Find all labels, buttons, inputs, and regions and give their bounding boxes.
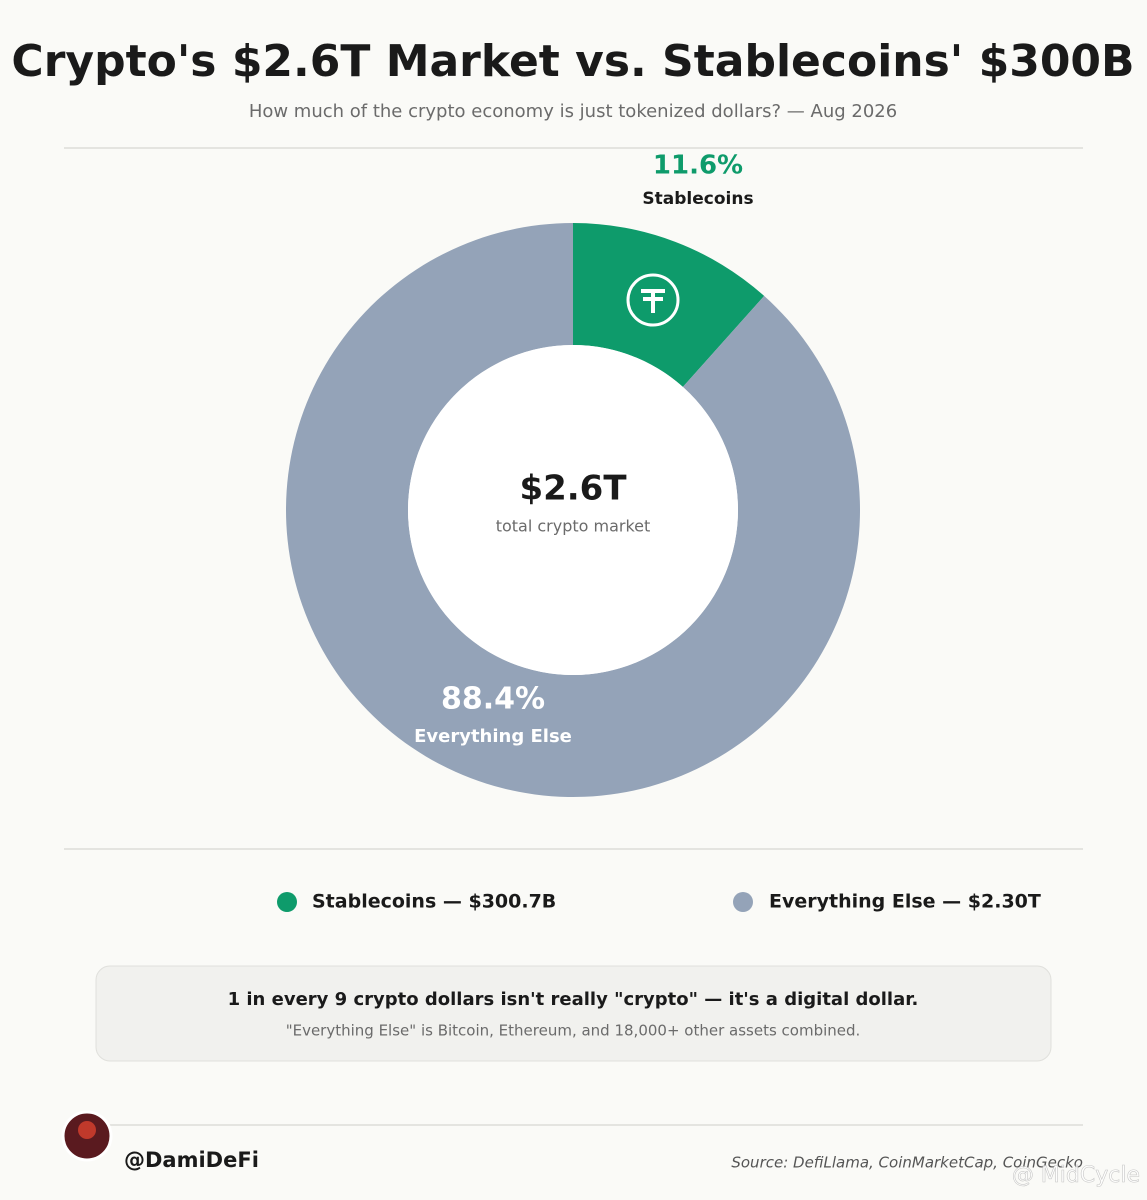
watermark: @ MidCycle xyxy=(1012,1163,1140,1188)
chart-title: Crypto's $2.6T Market vs. Stablecoins' $… xyxy=(11,36,1134,87)
legend-label: Everything Else — $2.30T xyxy=(769,891,1041,913)
legend-label: Stablecoins — $300.7B xyxy=(312,891,556,913)
callout-headline: 1 in every 9 crypto dollars isn't really… xyxy=(228,989,919,1010)
donut-slice xyxy=(285,223,860,798)
handle: @DamiDeFi xyxy=(124,1148,259,1172)
legend-swatch xyxy=(277,892,297,912)
avatar-detail xyxy=(78,1121,96,1139)
center-label: total crypto market xyxy=(496,517,651,536)
donut-hole xyxy=(408,345,738,675)
value-label: 88.4% xyxy=(441,682,545,717)
chart-subtitle: How much of the crypto economy is just t… xyxy=(249,101,897,122)
center-value: $2.6T xyxy=(519,469,627,509)
slice-label: Everything Else xyxy=(414,726,572,747)
slice-label: Stablecoins xyxy=(642,189,753,209)
source: Source: DefiLlama, CoinMarketCap, CoinGe… xyxy=(731,1154,1083,1172)
icon-ring xyxy=(626,273,680,327)
donut xyxy=(285,223,860,798)
value-label: 11.6% xyxy=(653,151,743,181)
callout-box xyxy=(95,965,1052,1062)
legend-swatch xyxy=(733,892,753,912)
tether-icon xyxy=(626,273,680,327)
icon-glyph xyxy=(641,289,665,313)
donut-slice xyxy=(573,223,765,387)
callout-note: "Everything Else" is Bitcoin, Ethereum, … xyxy=(286,1022,861,1040)
